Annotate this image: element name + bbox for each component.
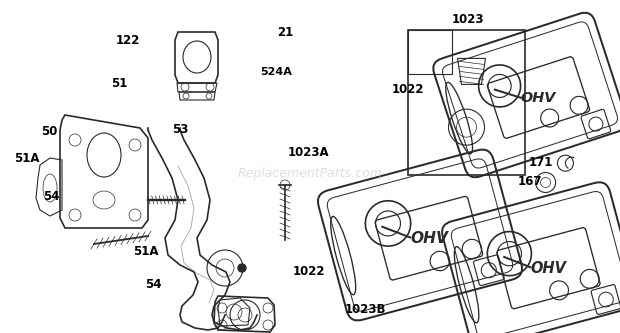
Text: 54: 54 bbox=[43, 190, 59, 203]
Text: 1023A: 1023A bbox=[288, 146, 330, 159]
Text: 51A: 51A bbox=[14, 152, 40, 165]
Text: OHV: OHV bbox=[410, 231, 448, 246]
Text: 1022: 1022 bbox=[392, 83, 424, 96]
Text: 167: 167 bbox=[518, 175, 542, 188]
Circle shape bbox=[238, 264, 246, 272]
Bar bbox=[408, 30, 525, 175]
Text: 51: 51 bbox=[112, 77, 128, 91]
Text: 51A: 51A bbox=[133, 245, 159, 258]
Text: 1023B: 1023B bbox=[345, 303, 386, 316]
Text: 50: 50 bbox=[42, 125, 58, 138]
Text: 21: 21 bbox=[277, 26, 293, 39]
Text: ReplacementParts.com: ReplacementParts.com bbox=[237, 166, 383, 180]
Text: OHV: OHV bbox=[521, 91, 556, 105]
Text: 54: 54 bbox=[146, 278, 162, 291]
Text: 122: 122 bbox=[116, 34, 141, 47]
Text: 171: 171 bbox=[528, 156, 553, 169]
Text: 524A: 524A bbox=[260, 67, 292, 77]
Text: 53: 53 bbox=[172, 123, 188, 137]
Text: 1023: 1023 bbox=[452, 13, 484, 27]
Bar bbox=[408, 30, 453, 74]
Text: 1022: 1022 bbox=[293, 265, 325, 278]
Text: OHV: OHV bbox=[531, 261, 567, 276]
